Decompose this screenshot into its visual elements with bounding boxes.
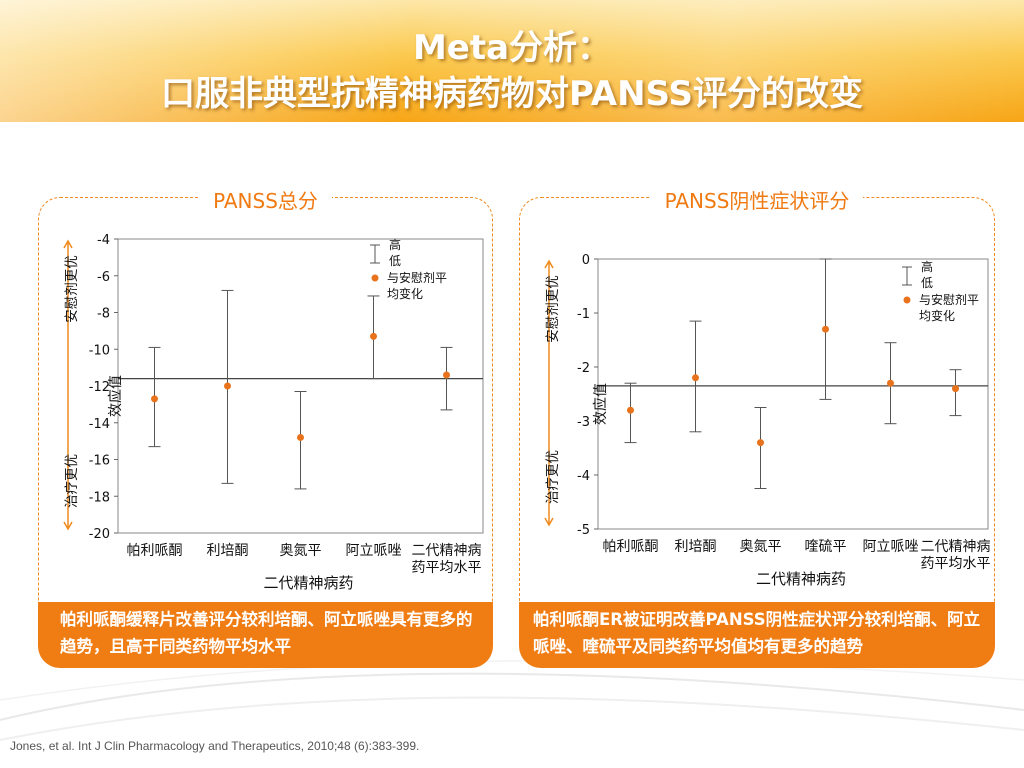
y-tick-label: -5 — [577, 523, 590, 538]
y-tick-label: -16 — [89, 454, 110, 469]
x-axis-label: 二代精神病药 — [263, 574, 353, 592]
y-tick-label: -14 — [89, 417, 110, 432]
y-tick-label: -2 — [577, 361, 590, 376]
legend-low-label: 低 — [389, 254, 401, 268]
data-point — [887, 379, 894, 387]
legend-high-label: 高 — [389, 237, 401, 252]
y-tick-label: -6 — [97, 270, 110, 285]
x-tick-label: 奥氮平 — [740, 538, 782, 555]
data-point — [151, 395, 158, 403]
chart-title: PANSS总分 — [199, 189, 332, 213]
slide-header: Meta分析： 口服非典型抗精神病药物对PANSS评分的改变 — [0, 0, 1024, 122]
x-axis-label: 二代精神病药 — [756, 570, 846, 588]
legend-point-label: 与安慰剂平 — [919, 292, 979, 307]
x-tick-label: 二代精神病 — [921, 539, 991, 555]
x-tick-label: 药平均水平 — [412, 560, 482, 576]
legend-low-label: 低 — [921, 276, 933, 290]
legend-point-label: 与安慰剂平 — [387, 270, 447, 285]
arrow-head-down — [63, 521, 73, 531]
y-axis-label: 效应值 — [107, 375, 124, 417]
x-tick-label: 药平均水平 — [921, 556, 991, 572]
y-tick-label: -8 — [97, 307, 110, 322]
x-tick-label: 利培酮 — [207, 543, 249, 559]
chart-panss-negative: 0 -1 -2 -3 -4 -5 帕利哌酮 利培酮 奥氮平 喹硫平 阿立哌唑 二代精神病药平均水平二代… — [544, 253, 991, 588]
y-tick-label: -3 — [577, 415, 590, 430]
data-point — [443, 371, 450, 379]
x-tick-label: 阿立哌唑 — [863, 538, 919, 555]
data-point — [822, 325, 829, 333]
data-point — [297, 433, 304, 441]
data-point — [952, 385, 959, 393]
caption-box: 帕利哌酮ER被证明改善PANSS阴性症状评分较利培酮、阿立哌唑、喹硫平及同类药平… — [519, 602, 995, 668]
legend-point-marker — [371, 274, 379, 282]
y-tick-label: 0 — [582, 253, 590, 268]
y-axis-label: 效应值 — [592, 383, 609, 425]
y-label-placebo-better: 安慰剂更优 — [63, 255, 80, 323]
legend-point-label: 均变化 — [919, 308, 955, 323]
panel-title: PANSS阴性症状评分 — [519, 185, 995, 214]
y-tick-label: -4 — [97, 233, 110, 248]
y-label-treatment-better: 治疗更优 — [64, 454, 80, 508]
slide-title-line2: 口服非典型抗精神病药物对PANSS评分的改变 — [160, 74, 863, 114]
data-point — [757, 439, 764, 447]
x-tick-label: 奥氮平 — [280, 542, 322, 559]
y-tick-label: -4 — [577, 469, 590, 484]
panel-panss-total: PANSS总分 -4 -6 -8 -10 -12 -14 -16 -18 -20 帕利哌酮 利培酮 奥… — [38, 189, 493, 668]
x-tick-label: 二代精神病 — [412, 543, 482, 559]
x-tick-label: 利培酮 — [675, 539, 717, 555]
arrow-head-down — [544, 517, 554, 527]
y-tick-label: -10 — [89, 343, 110, 358]
data-point — [692, 374, 699, 382]
x-tick-label: 阿立哌唑 — [346, 542, 402, 559]
y-tick-label: -18 — [89, 490, 110, 505]
y-label-placebo-better: 安慰剂更优 — [544, 275, 561, 343]
x-tick-label: 帕利哌酮 — [603, 538, 659, 555]
y-label-treatment-better: 治疗更优 — [545, 450, 561, 504]
citation-footer: Jones, et al. Int J Clin Pharmacology an… — [10, 739, 420, 753]
header-sheen — [0, 0, 1024, 122]
slide-title-line1: Meta分析： — [412, 28, 612, 68]
y-tick-label: -1 — [577, 307, 590, 322]
data-point — [627, 406, 634, 414]
arrow-head-up — [63, 239, 73, 249]
legend-point-label: 均变化 — [387, 286, 423, 301]
chart-title: PANSS阴性症状评分 — [650, 189, 864, 213]
y-tick-label: -12 — [89, 380, 110, 395]
y-tick-label: -20 — [89, 527, 110, 542]
panel-panss-negative: PANSS阴性症状评分 0 -1 -2 -3 -4 -5 帕利哌酮 利培酮 奥氮平 喹硫平 阿立哌唑… — [519, 189, 995, 668]
arrow-head-up — [544, 259, 554, 269]
x-tick-label: 帕利哌酮 — [127, 542, 183, 559]
caption-box: 帕利哌酮缓释片改善评分较利培酮、阿立哌唑具有更多的趋势，且高于同类药物平均水平 — [38, 602, 493, 668]
data-point — [370, 332, 377, 340]
x-tick-label: 喹硫平 — [805, 539, 847, 555]
data-point — [224, 382, 231, 390]
panel-title: PANSS总分 — [38, 185, 493, 214]
legend-point-marker — [903, 296, 911, 304]
legend-high-label: 高 — [921, 259, 933, 274]
plot-frame — [597, 258, 989, 530]
